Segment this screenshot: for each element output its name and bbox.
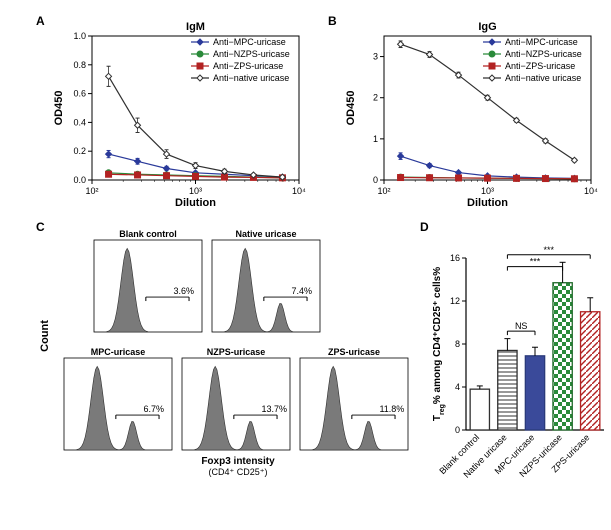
svg-text:Anti−native uricase: Anti−native uricase [505, 73, 581, 83]
panel-a-label: A [36, 14, 45, 28]
svg-text:OD450: OD450 [345, 91, 357, 126]
svg-text:(CD4⁺ CD25⁺): (CD4⁺ CD25⁺) [208, 467, 267, 477]
svg-text:1: 1 [373, 134, 378, 144]
svg-text:Anti−NZPS-uricase: Anti−NZPS-uricase [505, 49, 582, 59]
svg-text:Anti−MPC-uricase: Anti−MPC-uricase [213, 37, 286, 47]
svg-text:0.0: 0.0 [73, 175, 86, 185]
svg-text:Foxp3 intensity: Foxp3 intensity [201, 456, 275, 467]
svg-text:2: 2 [373, 93, 378, 103]
svg-text:Treg% among CD4⁺CD25⁺ cells%: Treg% among CD4⁺CD25⁺ cells% [432, 267, 446, 421]
svg-text:3: 3 [373, 52, 378, 62]
svg-text:IgG: IgG [478, 21, 496, 33]
svg-text:8: 8 [455, 339, 460, 349]
svg-text:Anti−ZPS-uricase: Anti−ZPS-uricase [505, 61, 575, 71]
svg-text:4: 4 [455, 382, 460, 392]
svg-text:Count: Count [39, 320, 51, 352]
svg-text:0.2: 0.2 [73, 146, 86, 156]
svg-text:Anti−MPC-uricase: Anti−MPC-uricase [505, 37, 578, 47]
svg-text:10²: 10² [377, 186, 390, 196]
svg-text:0: 0 [455, 425, 460, 435]
svg-text:10²: 10² [85, 186, 98, 196]
svg-text:0: 0 [373, 175, 378, 185]
svg-text:10³: 10³ [189, 186, 202, 196]
panel-b-label: B [328, 14, 337, 28]
svg-text:1.0: 1.0 [73, 31, 86, 41]
svg-text:10⁴: 10⁴ [292, 186, 306, 196]
svg-text:0.4: 0.4 [73, 117, 86, 127]
svg-text:10³: 10³ [481, 186, 494, 196]
svg-text:12: 12 [450, 296, 460, 306]
svg-text:0.8: 0.8 [73, 60, 86, 70]
svg-text:10⁴: 10⁴ [584, 186, 598, 196]
svg-text:0.6: 0.6 [73, 89, 86, 99]
svg-text:***: *** [544, 245, 555, 255]
svg-text:Anti−ZPS-uricase: Anti−ZPS-uricase [213, 61, 283, 71]
svg-text:Anti−NZPS-uricase: Anti−NZPS-uricase [213, 49, 290, 59]
svg-text:Dilution: Dilution [175, 197, 216, 209]
svg-text:IgM: IgM [186, 21, 205, 33]
svg-text:Anti−native uricase: Anti−native uricase [213, 73, 289, 83]
svg-text:***: *** [530, 257, 541, 267]
bar-chart: 0481216Treg% among CD4⁺CD25⁺ cells%Blank… [428, 230, 608, 500]
line-chart: 0 1 2 3 10² 10³ 10⁴ OD450 Dilution IgG Anti−MPC-ur… [342, 18, 597, 208]
svg-text:OD450: OD450 [53, 91, 65, 126]
svg-text:16: 16 [450, 253, 460, 263]
line-chart: 0.0 0.2 0.4 0.6 0.8 1.0 10² 10³ 10⁴ OD450 Dilution… [50, 18, 305, 208]
svg-text:NS: NS [515, 321, 528, 331]
svg-text:Dilution: Dilution [467, 197, 508, 209]
